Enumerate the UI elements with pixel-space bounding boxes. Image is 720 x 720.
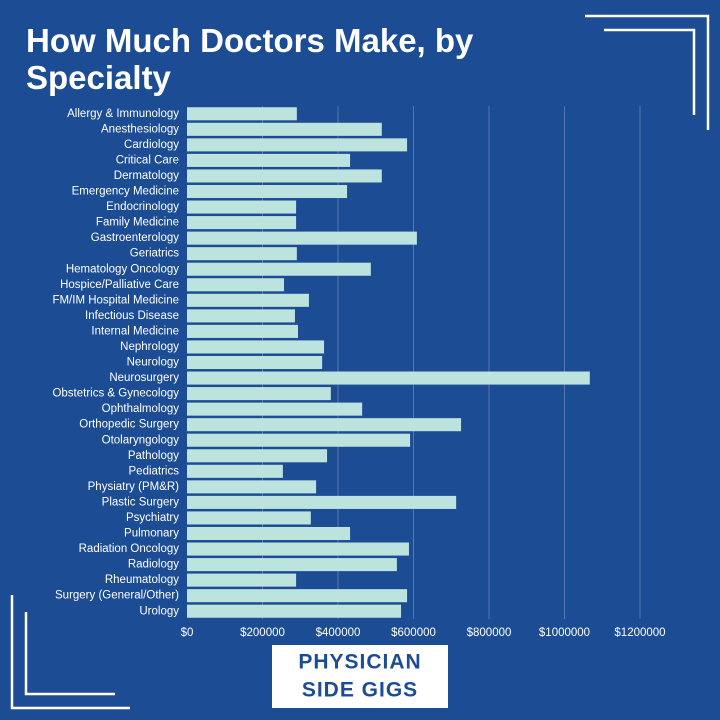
y-tick-label: Geriatrics <box>130 248 179 260</box>
y-tick-label: Dermatology <box>114 170 179 182</box>
y-tick-label: Ophthalmology <box>102 403 180 415</box>
bar <box>187 216 297 230</box>
y-tick-label: Pulmonary <box>124 528 179 540</box>
bar <box>187 340 325 354</box>
y-tick-label: Hematology Oncology <box>66 263 179 275</box>
bar <box>187 589 408 603</box>
brand-text: PHYSICIAN <box>298 651 421 674</box>
y-tick-label: Emergency Medicine <box>72 186 179 198</box>
bar <box>187 573 297 587</box>
y-tick-label: Plastic Surgery <box>102 496 180 508</box>
bar <box>187 184 348 199</box>
x-tick-label: $1200000 <box>614 627 665 639</box>
x-tick-label: $1000000 <box>539 627 590 639</box>
bar <box>187 324 298 338</box>
y-tick-label: Orthopedic Surgery <box>79 419 179 431</box>
bar <box>187 169 382 183</box>
bar <box>187 122 382 136</box>
brand-box <box>272 645 448 708</box>
y-tick-label: Urology <box>139 605 179 617</box>
bar <box>187 278 285 292</box>
bar <box>187 309 295 323</box>
x-tick-label: $400000 <box>316 627 361 639</box>
y-tick-label: Psychiatry <box>126 512 179 524</box>
bar <box>187 138 408 152</box>
y-tick-label: Cardiology <box>124 139 179 151</box>
x-tick-label: $0 <box>181 627 194 639</box>
bar <box>187 480 317 494</box>
y-tick-label: Internal Medicine <box>91 325 179 337</box>
y-tick-label: FM/IM Hospital Medicine <box>52 294 179 306</box>
y-tick-label: Critical Care <box>116 154 179 166</box>
y-tick-label: Radiation Oncology <box>79 543 180 555</box>
y-tick-label: Otolaryngology <box>102 434 180 446</box>
bar <box>187 449 328 463</box>
y-tick-label: Allergy & Immunology <box>67 108 179 120</box>
bar <box>187 231 417 245</box>
y-tick-label: Pediatrics <box>129 465 180 477</box>
bar <box>187 418 462 432</box>
chart-title: How Much Doctors Make, by Specialty <box>26 22 474 96</box>
y-tick-label: Nephrology <box>120 341 179 353</box>
y-tick-label: Family Medicine <box>96 217 179 229</box>
bar <box>187 558 397 572</box>
bar <box>187 247 297 261</box>
y-tick-label: Anesthesiology <box>101 123 179 135</box>
bar <box>187 526 351 541</box>
x-tick-label: $600000 <box>391 627 436 639</box>
bar <box>187 604 402 618</box>
brand-text: SIDE GIGS <box>302 679 418 702</box>
y-tick-label: Pathology <box>128 450 179 462</box>
bar <box>187 433 411 447</box>
bar <box>187 464 283 478</box>
bar <box>187 542 409 556</box>
y-tick-label: Endocrinology <box>106 201 179 213</box>
corner-decoration <box>10 14 710 710</box>
y-tick-label: Physiatry (PM&R) <box>88 481 180 493</box>
y-tick-label: Infectious Disease <box>85 310 179 322</box>
y-tick-label: Surgery (General/Other) <box>55 590 179 602</box>
bar <box>187 511 311 525</box>
bar <box>187 387 331 401</box>
bar <box>187 495 457 509</box>
x-tick-label: $200000 <box>240 627 285 639</box>
bar <box>187 153 351 167</box>
bar <box>187 355 323 370</box>
y-tick-label: Radiology <box>128 559 179 571</box>
bar <box>187 402 363 416</box>
y-tick-label: Neurosurgery <box>109 372 179 384</box>
bar <box>187 200 297 214</box>
bar <box>187 107 297 121</box>
y-tick-label: Neurology <box>127 357 180 369</box>
y-tick-label: Gastroenterology <box>91 232 179 244</box>
bar <box>187 293 309 307</box>
x-tick-label: $800000 <box>467 627 512 639</box>
y-tick-label: Rheumatology <box>105 574 179 586</box>
bar <box>187 262 371 276</box>
y-tick-label: Hospice/Palliative Care <box>60 279 179 291</box>
y-tick-label: Obstetrics & Gynecology <box>52 388 179 400</box>
bar <box>187 371 590 385</box>
